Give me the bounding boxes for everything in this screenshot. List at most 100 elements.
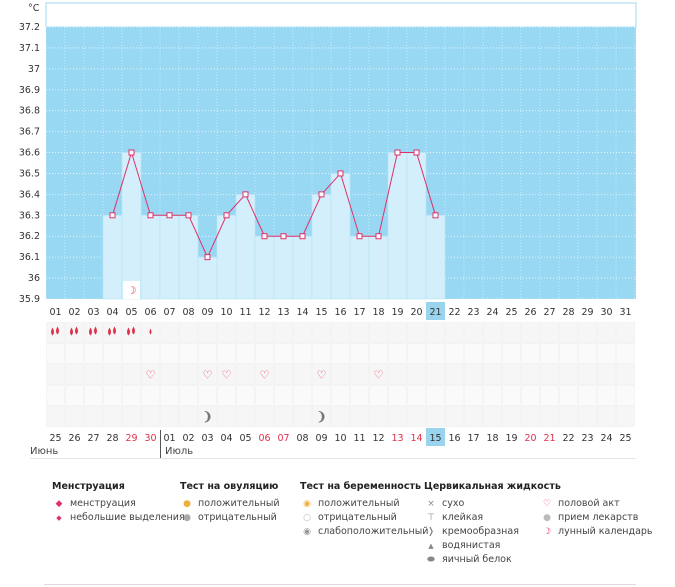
symptom-cell	[217, 406, 236, 427]
temperature-point	[356, 233, 363, 240]
cycle-day-label: 30	[600, 307, 612, 318]
symptom-cell	[559, 406, 578, 427]
y-unit-label: °C	[28, 3, 40, 14]
cycle-day-label: 25	[505, 307, 517, 318]
symptom-cell	[502, 385, 521, 406]
circle-negative-icon: ●	[183, 513, 191, 523]
y-tick-label: 37.1	[19, 43, 40, 54]
symptom-cell	[141, 406, 160, 427]
calendar-date-label: 29	[125, 433, 137, 444]
symptom-cell	[540, 406, 559, 427]
creamy-icon: ❩	[202, 410, 212, 424]
legend-item: ● отрицательный	[180, 511, 280, 525]
symptom-cell	[255, 343, 274, 364]
symptom-cell	[255, 364, 274, 385]
symptom-cell	[331, 343, 350, 364]
temperature-bar	[330, 173, 351, 300]
calendar-date-label: 04	[220, 433, 232, 444]
cycle-day-label: 31	[619, 307, 631, 318]
calendar-date-label: 17	[467, 433, 479, 444]
cycle-day-label: 02	[68, 307, 80, 318]
temperature-point	[318, 191, 325, 198]
symptom-cell	[369, 385, 388, 406]
symptom-cell	[521, 343, 540, 364]
calendar-date-label: 19	[505, 433, 517, 444]
symptom-cell	[331, 322, 350, 343]
symptom-cell	[65, 406, 84, 427]
month-label-july: Июль	[165, 446, 194, 457]
symptom-cell	[122, 364, 141, 385]
legend-item: ● положительный	[180, 497, 280, 511]
calendar-date-label: 08	[296, 433, 308, 444]
symptom-cell	[597, 322, 616, 343]
temperature-bar	[178, 215, 199, 300]
temperature-point	[280, 233, 287, 240]
month-label-june: Июнь	[30, 446, 59, 457]
cycle-day-label: 13	[277, 307, 289, 318]
drop-icon	[149, 328, 152, 335]
symptom-cell	[369, 406, 388, 427]
heart-icon: ♡	[317, 370, 327, 382]
symptom-cell	[198, 322, 217, 343]
symptom-cell	[255, 406, 274, 427]
symptom-cell	[160, 406, 179, 427]
drop-icon	[56, 326, 59, 335]
circle-positive-icon: ●	[183, 499, 191, 509]
symptom-cell	[521, 406, 540, 427]
symptom-cell	[65, 364, 84, 385]
symptom-cell	[502, 406, 521, 427]
calendar-date-label: 12	[372, 433, 384, 444]
legend-item: ◉ положительный	[300, 497, 428, 511]
y-tick-label: 36.7	[19, 127, 40, 138]
symptom-cell	[350, 406, 369, 427]
symptom-cell	[160, 343, 179, 364]
cycle-day-label: 22	[448, 307, 460, 318]
temperature-point	[147, 212, 154, 219]
symptom-cell	[103, 406, 122, 427]
cycle-day-label: 10	[220, 307, 232, 318]
symptom-cell	[559, 364, 578, 385]
symptom-cell	[426, 406, 445, 427]
symptom-cell	[293, 343, 312, 364]
symptom-cell	[350, 343, 369, 364]
y-tick-label: 36.5	[19, 168, 40, 179]
symptom-cell	[597, 343, 616, 364]
drop-icon	[94, 326, 97, 335]
legend-item: ❭ кремообразная	[424, 525, 561, 539]
calendar-date-label: 11	[353, 433, 365, 444]
symptom-cell	[141, 364, 160, 385]
symptom-cell	[445, 343, 464, 364]
symptom-cell	[483, 343, 502, 364]
symptom-cell	[464, 364, 483, 385]
heart-icon: ♡	[542, 499, 552, 509]
calendar-date-label: 21	[543, 433, 555, 444]
legend-menstruation: Менструация ◆ менструация ◆ небольшие выде…	[52, 481, 185, 525]
symptom-cell	[483, 406, 502, 427]
symptom-cell	[312, 364, 331, 385]
calendar-date-label: 18	[486, 433, 498, 444]
cycle-day-label: 11	[239, 307, 251, 318]
y-tick-label: 37	[28, 64, 40, 75]
symptom-cell	[445, 364, 464, 385]
drop-icon	[70, 327, 73, 336]
symptom-cell	[578, 406, 597, 427]
symptom-cell	[616, 364, 635, 385]
legend-title: Тест на овуляцию	[180, 481, 279, 492]
symptom-cell	[350, 322, 369, 343]
symptom-cell	[84, 364, 103, 385]
cycle-day-label: 05	[125, 307, 137, 318]
y-tick-label: 37.2	[19, 22, 40, 33]
drop-double-icon: ◆	[55, 499, 63, 509]
watery-icon: ▲	[428, 542, 434, 550]
bottom-divider	[44, 584, 636, 585]
symptom-cell	[407, 364, 426, 385]
symptom-cell	[217, 364, 236, 385]
symptom-cell	[407, 406, 426, 427]
legend-pregnancy: Тест на беременность ◉ положительный ○ отр…	[300, 481, 428, 539]
legend-item: ⬬ яичный белок	[424, 553, 561, 567]
symptom-cell	[312, 322, 331, 343]
symptom-cell	[426, 322, 445, 343]
cycle-day-label: 29	[581, 307, 593, 318]
cycle-day-label: 17	[353, 307, 365, 318]
y-tick-label: 36.8	[19, 106, 40, 117]
